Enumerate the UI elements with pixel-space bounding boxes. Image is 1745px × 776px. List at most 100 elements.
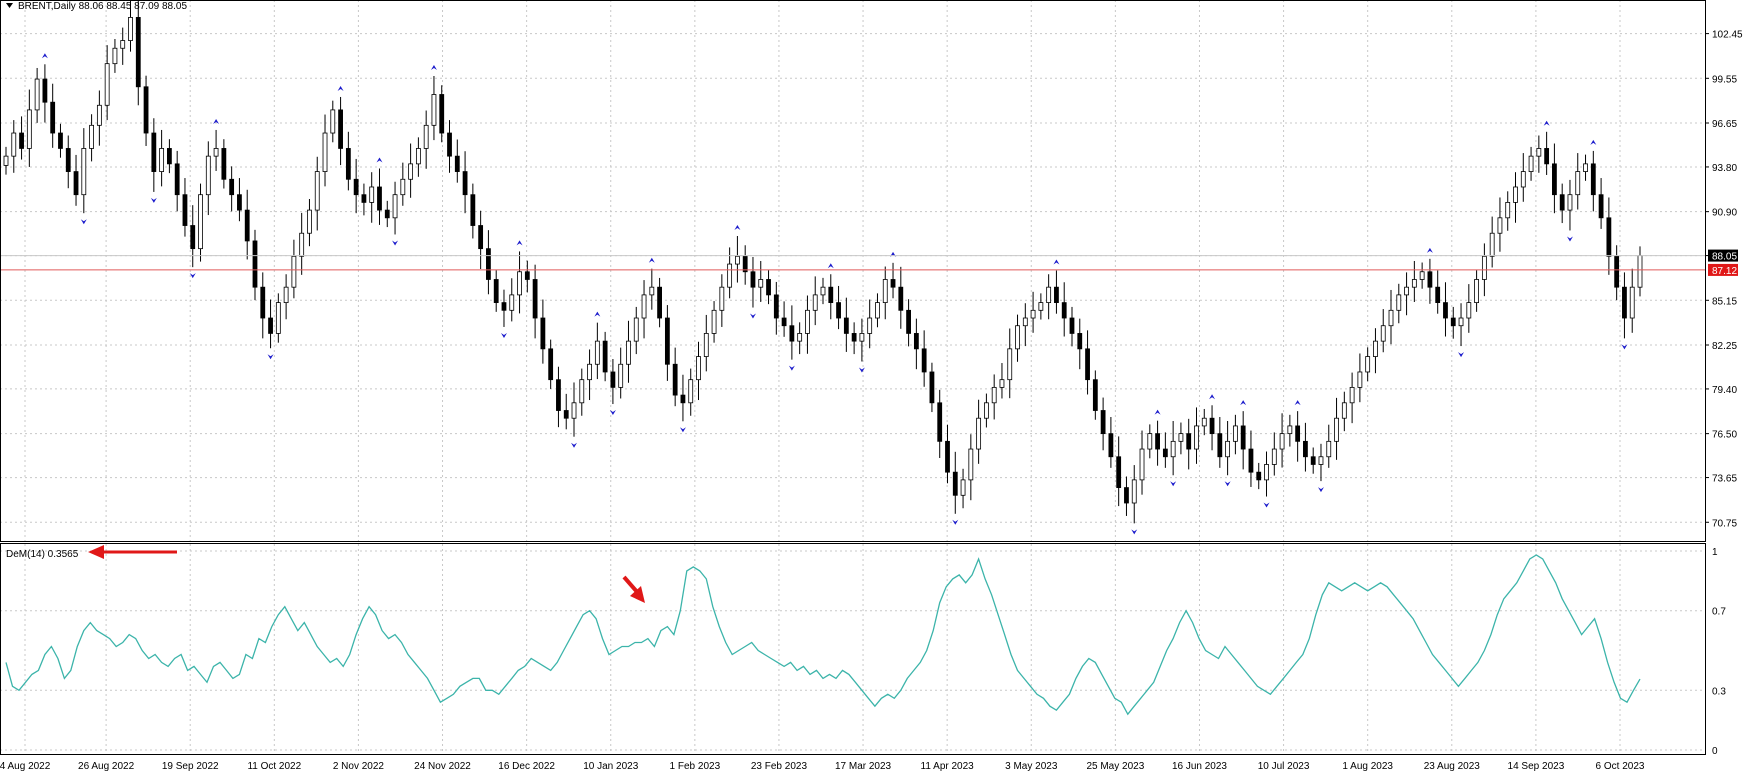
candle <box>805 295 810 354</box>
candle <box>338 96 343 166</box>
candle <box>1240 411 1246 470</box>
candle <box>135 0 141 106</box>
fractal-down-marker <box>1566 236 1573 242</box>
main-price-axis: 102.45 99.55 96.65 93.80 90.90 88.05 85.15 82.2… <box>1705 30 1743 529</box>
candle <box>314 156 320 231</box>
svg-text:88.05: 88.05 <box>1712 252 1737 263</box>
candle <box>766 270 771 305</box>
candle <box>1552 143 1557 214</box>
candle <box>384 200 390 228</box>
candle <box>1458 303 1464 347</box>
candle <box>532 264 538 339</box>
candle <box>1155 420 1160 466</box>
candle <box>1147 424 1153 459</box>
candle <box>369 172 375 223</box>
candle <box>1287 414 1293 447</box>
candle <box>221 139 227 189</box>
main-axis-label: 99.55 <box>1712 74 1737 85</box>
indicator-axis-label: 0.3 <box>1712 686 1726 697</box>
candle <box>322 114 328 187</box>
candle <box>1124 476 1129 516</box>
candle <box>198 183 203 262</box>
candle <box>291 239 297 299</box>
candle <box>345 131 351 191</box>
fractal-down-marker <box>267 354 274 360</box>
candle <box>563 393 569 430</box>
fractal-down-marker <box>1170 481 1177 487</box>
candle <box>423 110 429 169</box>
fractal-down-marker <box>150 197 157 203</box>
fractal-down-marker <box>749 313 756 319</box>
candle <box>1170 420 1176 476</box>
chevron-down-icon[interactable] <box>6 3 13 8</box>
candle <box>579 368 585 416</box>
fractal-up-marker <box>648 257 655 263</box>
candle <box>112 38 118 73</box>
candle <box>882 266 888 320</box>
candle <box>960 468 966 509</box>
candle <box>548 339 554 389</box>
time-axis-label: 2 Nov 2022 <box>333 761 385 772</box>
candle <box>1022 303 1028 347</box>
candle <box>159 129 165 187</box>
candle <box>524 260 530 293</box>
fractal-up-marker <box>1590 139 1597 145</box>
fractal-down-marker <box>858 367 865 373</box>
time-axis-label: 16 Jun 2023 <box>1172 761 1227 772</box>
candle <box>836 285 841 330</box>
candle <box>361 183 367 216</box>
candle <box>283 274 289 320</box>
candle <box>703 314 709 372</box>
candle <box>913 318 919 370</box>
main-axis-label: 82.25 <box>1712 341 1737 352</box>
current-price-tag: 88.05 <box>1708 249 1738 263</box>
candle <box>275 293 281 343</box>
candle <box>11 120 17 173</box>
candle <box>190 205 196 268</box>
svg-text:87.12: 87.12 <box>1712 266 1737 277</box>
candle <box>626 320 631 383</box>
candle <box>493 270 499 312</box>
candle <box>400 162 406 206</box>
indicator-gridlines <box>0 544 1705 754</box>
candle <box>244 189 250 260</box>
candle <box>890 262 896 299</box>
candle <box>50 83 56 148</box>
fractal-down-marker <box>1317 487 1324 493</box>
candle <box>1590 150 1596 212</box>
candle <box>1559 183 1565 224</box>
candle <box>610 359 616 405</box>
candle <box>89 114 94 162</box>
fractal-down-marker <box>1263 502 1270 508</box>
candle <box>602 331 608 382</box>
time-axis-label: 17 Mar 2023 <box>835 761 892 772</box>
fractal-up-marker <box>1209 394 1216 400</box>
candle <box>1474 270 1479 312</box>
main-axis-label: 76.50 <box>1712 430 1737 441</box>
candlestick-series <box>3 0 1643 524</box>
candle <box>1349 372 1355 424</box>
candle <box>968 434 974 501</box>
candle <box>431 75 437 141</box>
candle <box>1427 258 1433 304</box>
candle <box>408 143 414 198</box>
candle <box>1201 408 1207 436</box>
candle <box>1264 451 1269 497</box>
candle <box>1256 462 1262 490</box>
time-axis-label: 14 Sep 2023 <box>1508 761 1565 772</box>
candle <box>1411 260 1417 302</box>
candle <box>750 256 756 308</box>
main-axis-label: 85.15 <box>1712 296 1737 307</box>
candle <box>976 399 982 464</box>
candle <box>1092 370 1098 420</box>
candle <box>937 389 943 458</box>
candle <box>3 146 9 175</box>
candle <box>1357 353 1363 403</box>
candle <box>1116 436 1122 507</box>
fractal-up-marker <box>337 85 344 91</box>
candle <box>1279 413 1285 468</box>
candle <box>501 289 507 327</box>
candle <box>1318 443 1324 482</box>
candle <box>151 118 157 192</box>
candle <box>1404 272 1409 316</box>
